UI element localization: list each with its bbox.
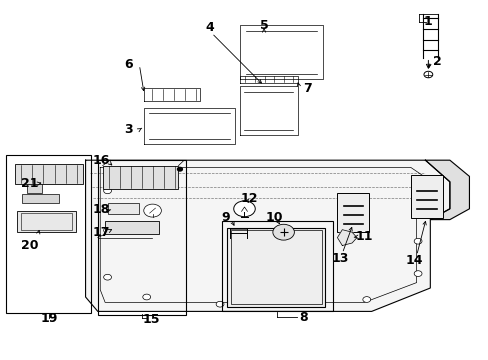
Text: 1: 1	[423, 15, 431, 28]
Text: 4: 4	[205, 21, 214, 33]
Text: 7: 7	[302, 82, 311, 95]
Polygon shape	[239, 25, 322, 79]
Polygon shape	[239, 76, 298, 83]
Circle shape	[413, 206, 421, 212]
Text: 19: 19	[40, 312, 58, 325]
Polygon shape	[85, 160, 449, 311]
Bar	[227, 228, 325, 307]
Text: 12: 12	[240, 192, 258, 204]
Bar	[17, 211, 76, 232]
Bar	[27, 184, 41, 193]
Circle shape	[143, 204, 161, 217]
Text: 6: 6	[123, 58, 132, 71]
Text: 9: 9	[221, 211, 230, 224]
Circle shape	[103, 228, 111, 233]
Circle shape	[103, 188, 111, 194]
Text: 20: 20	[20, 239, 38, 252]
Bar	[15, 164, 83, 184]
Bar	[107, 203, 139, 214]
Polygon shape	[239, 86, 298, 135]
Text: 10: 10	[264, 211, 282, 224]
Polygon shape	[425, 160, 468, 220]
Bar	[337, 193, 368, 232]
Circle shape	[233, 201, 255, 217]
Circle shape	[272, 224, 294, 240]
Text: 16: 16	[93, 154, 110, 167]
Polygon shape	[144, 108, 234, 144]
Circle shape	[413, 238, 421, 244]
Circle shape	[177, 167, 182, 171]
Circle shape	[289, 301, 297, 307]
Text: 13: 13	[330, 252, 348, 265]
Text: 8: 8	[298, 311, 307, 324]
Text: 5: 5	[259, 19, 268, 32]
Circle shape	[413, 271, 421, 276]
Bar	[230, 230, 321, 304]
Circle shape	[362, 297, 370, 302]
Bar	[222, 221, 332, 311]
Text: 18: 18	[92, 203, 110, 216]
Text: 3: 3	[123, 123, 132, 136]
Bar	[102, 166, 178, 189]
Bar	[22, 194, 59, 203]
Circle shape	[216, 301, 224, 307]
Text: 2: 2	[432, 55, 441, 68]
Bar	[98, 160, 185, 315]
Circle shape	[103, 274, 111, 280]
Bar	[20, 213, 72, 230]
Circle shape	[142, 294, 150, 300]
Bar	[410, 175, 442, 218]
Circle shape	[423, 71, 432, 78]
Polygon shape	[337, 230, 356, 246]
Text: 15: 15	[142, 313, 160, 326]
Bar	[105, 221, 159, 234]
Text: 14: 14	[405, 255, 423, 267]
Bar	[6, 155, 91, 313]
Text: 21: 21	[20, 177, 38, 190]
Polygon shape	[144, 88, 200, 101]
Text: 11: 11	[355, 230, 372, 243]
Text: 17: 17	[92, 226, 110, 239]
